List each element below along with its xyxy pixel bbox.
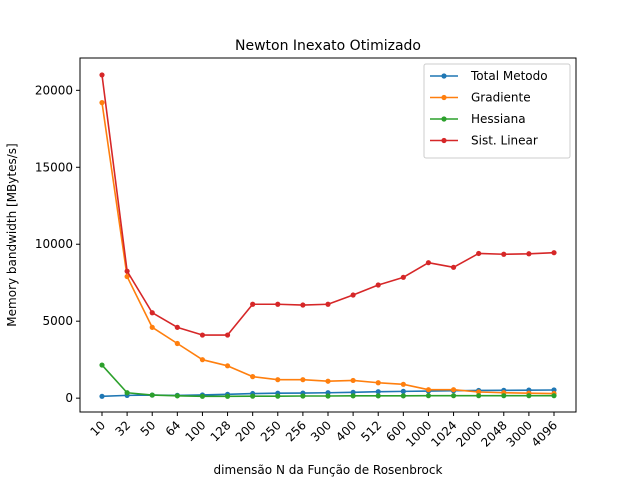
data-point: [275, 301, 281, 307]
data-point: [224, 393, 231, 399]
data-point: [174, 324, 180, 330]
data-point: [224, 363, 231, 369]
x-axis-title: dimensão N da Função de Rosenbrock: [214, 463, 443, 477]
data-point: [124, 390, 130, 396]
data-point: [224, 332, 231, 338]
data-point: [350, 393, 356, 399]
data-point: [400, 381, 406, 387]
data-point: [149, 324, 155, 330]
y-tick-label: 5000: [42, 314, 73, 328]
data-point: [99, 100, 105, 106]
data-point: [425, 393, 432, 399]
legend-box: [423, 63, 571, 159]
data-point: [325, 378, 331, 384]
y-tick-label: 20000: [35, 83, 73, 97]
data-point: [124, 273, 130, 280]
data-point: [501, 251, 507, 257]
legend-label: Sist. Linear: [471, 134, 538, 148]
data-point: [174, 340, 180, 347]
data-point: [300, 393, 306, 399]
data-point: [174, 393, 180, 399]
data-point: [325, 393, 331, 399]
data-point: [526, 393, 532, 399]
data-point: [450, 264, 457, 270]
legend-marker: [441, 73, 447, 79]
data-point: [300, 377, 306, 383]
data-point: [275, 377, 281, 383]
data-point: [375, 389, 381, 395]
legend-item: Sist. Linear: [430, 134, 538, 148]
legend-label: Total Metodo: [470, 69, 548, 83]
series-1: [99, 100, 557, 397]
data-point: [400, 393, 406, 399]
data-point: [400, 388, 406, 394]
data-point: [99, 362, 105, 368]
data-point: [350, 292, 356, 298]
data-point: [250, 393, 256, 399]
data-point: [551, 250, 557, 256]
data-point: [199, 393, 206, 399]
data-point: [250, 301, 256, 307]
data-point: [551, 393, 557, 399]
legend-marker: [441, 137, 447, 144]
legend: Total Metodo Gradiente Hessiana Sist. Linea…: [423, 63, 571, 159]
data-point: [124, 268, 130, 274]
legend-item: Hessiana: [430, 112, 526, 126]
plot-marks: [99, 72, 557, 399]
data-point: [501, 393, 507, 399]
y-tick-label: 0: [65, 391, 73, 405]
series-3: [99, 72, 557, 338]
data-point: [450, 393, 457, 399]
y-axis: 0 5000 10000 15000 20000: [35, 83, 80, 405]
y-tick-label: 15000: [35, 160, 73, 174]
data-point: [149, 310, 155, 316]
data-point: [450, 387, 457, 393]
data-point: [325, 301, 331, 307]
data-point: [476, 389, 482, 395]
legend-label: Gradiente: [471, 91, 531, 105]
data-point: [275, 393, 281, 399]
y-axis-title: Memory bandwidth [MBytes/s]: [5, 143, 19, 326]
data-point: [375, 393, 381, 399]
legend-marker: [441, 94, 447, 101]
data-point: [425, 387, 432, 393]
series-2: [99, 362, 557, 399]
data-point: [375, 380, 381, 386]
legend-label: Hessiana: [471, 112, 526, 126]
data-point: [149, 392, 155, 398]
legend-item: Total Metodo: [430, 69, 548, 83]
data-point: [476, 250, 482, 257]
data-point: [350, 377, 356, 384]
legend-item: Gradiente: [430, 91, 531, 105]
data-point: [375, 282, 381, 288]
data-point: [199, 357, 206, 363]
data-point: [425, 260, 432, 266]
data-point: [476, 393, 482, 399]
legend-marker: [441, 116, 447, 122]
y-tick-label: 10000: [35, 237, 73, 251]
data-point: [199, 332, 206, 338]
data-point: [526, 251, 532, 257]
data-point: [300, 302, 306, 308]
data-point: [99, 393, 105, 399]
data-point: [99, 72, 105, 78]
data-point: [250, 374, 256, 380]
chart-title: Newton Inexato Otimizado: [235, 38, 421, 54]
data-point: [400, 274, 406, 280]
